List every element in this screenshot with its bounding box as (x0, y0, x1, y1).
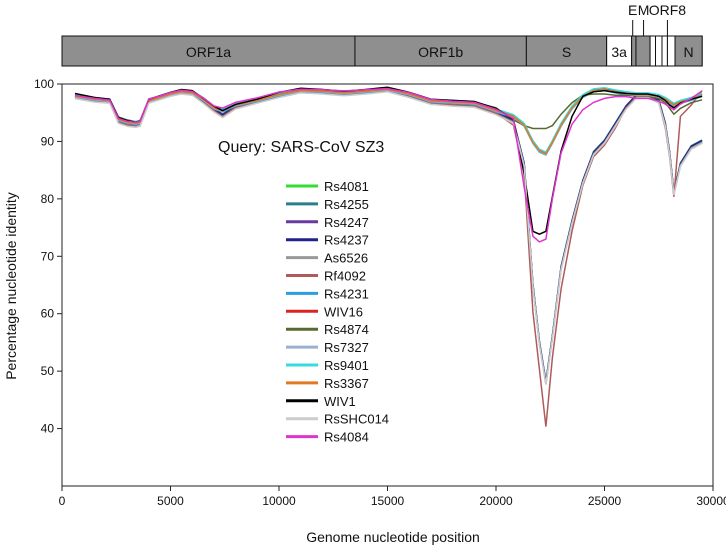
genome-segment (666, 35, 676, 67)
legend-label: Rs4255 (324, 197, 369, 212)
genome-segment (61, 35, 356, 67)
legend: Rs4081 Rs4255 Rs4247 Rs4237 As6526 Rf4092 Rs42… (286, 179, 389, 445)
x-tick-label: 10000 (262, 494, 296, 508)
y-tick-label: 40 (41, 422, 55, 436)
legend-label: Rs4231 (324, 286, 369, 301)
legend-label: Rs7327 (324, 340, 369, 355)
series-line-Rs4237 (74, 88, 703, 382)
genome-segment (654, 35, 663, 67)
genome-segment-label: N (684, 44, 694, 60)
y-tick-label: 70 (41, 249, 55, 263)
genome-segment (354, 35, 527, 67)
y-tick-label: 90 (41, 134, 55, 148)
y-axis: 40 50 60 70 80 90 100 (34, 77, 62, 436)
y-tick-label: 50 (41, 364, 55, 378)
chart-title: Query: SARS-CoV SZ3 (218, 139, 384, 156)
x-tick-label: 5000 (157, 494, 184, 508)
series-line-Rs7327 (74, 89, 703, 156)
genome-segment-label: S (562, 44, 571, 60)
genome-map: ORF1a ORF1b S 3a N E M ORF8 (61, 2, 703, 67)
legend-label: Rs3367 (324, 376, 369, 391)
y-tick-label: 100 (34, 77, 54, 91)
legend-label: Rs4081 (324, 179, 369, 194)
y-tick-label: 60 (41, 307, 55, 321)
series-lines (74, 86, 703, 427)
series-line-WIV1 (74, 86, 703, 236)
series-line-Rs4231 (74, 89, 703, 156)
series-line-RsSHC014 (74, 91, 703, 385)
genome-callout-label: E (628, 2, 637, 18)
x-tick-label: 20000 (479, 494, 513, 508)
series-line-Rs4084 (74, 87, 703, 243)
genome-callout-label: M (638, 2, 650, 18)
legend-label: Rs9401 (324, 358, 369, 373)
x-axis: 0 5000 10000 15000 20000 25000 30000 (59, 486, 726, 508)
legend-label: Rs4084 (324, 430, 369, 445)
series-line-Rs3367 (74, 88, 703, 155)
series-line-Rs4255 (74, 87, 703, 382)
legend-label: WIV1 (324, 394, 356, 409)
x-tick-label: 15000 (371, 494, 405, 508)
genome-callout-label: ORF8 (649, 2, 687, 18)
genome-segment (649, 35, 656, 67)
genome-segment-label: ORF1b (418, 44, 463, 60)
genome-segment-label: 3a (611, 44, 627, 60)
y-tick-label: 80 (41, 192, 55, 206)
genome-segment (631, 35, 637, 67)
genome-segment (674, 35, 703, 67)
genome-segment (635, 35, 651, 67)
genome-segment (525, 35, 608, 67)
series-line-Rf4092 (74, 89, 703, 427)
legend-label: As6526 (324, 251, 368, 266)
legend-label: Rs4237 (324, 233, 369, 248)
legend-label: WIV16 (324, 304, 363, 319)
x-tick-label: 30000 (696, 494, 726, 508)
genome-segment-label: ORF1a (186, 44, 231, 60)
x-tick-label: 0 (59, 494, 66, 508)
y-axis-label: Percentage nucleotide identity (3, 192, 19, 380)
legend-label: Rs4874 (324, 322, 369, 337)
legend-label: RsSHC014 (324, 412, 389, 427)
x-tick-label: 25000 (588, 494, 622, 508)
legend-label: Rs4247 (324, 215, 369, 230)
x-axis-label: Genome nucleotide position (306, 529, 480, 545)
genome-segment (661, 35, 668, 67)
legend-label: Rf4092 (324, 269, 366, 284)
